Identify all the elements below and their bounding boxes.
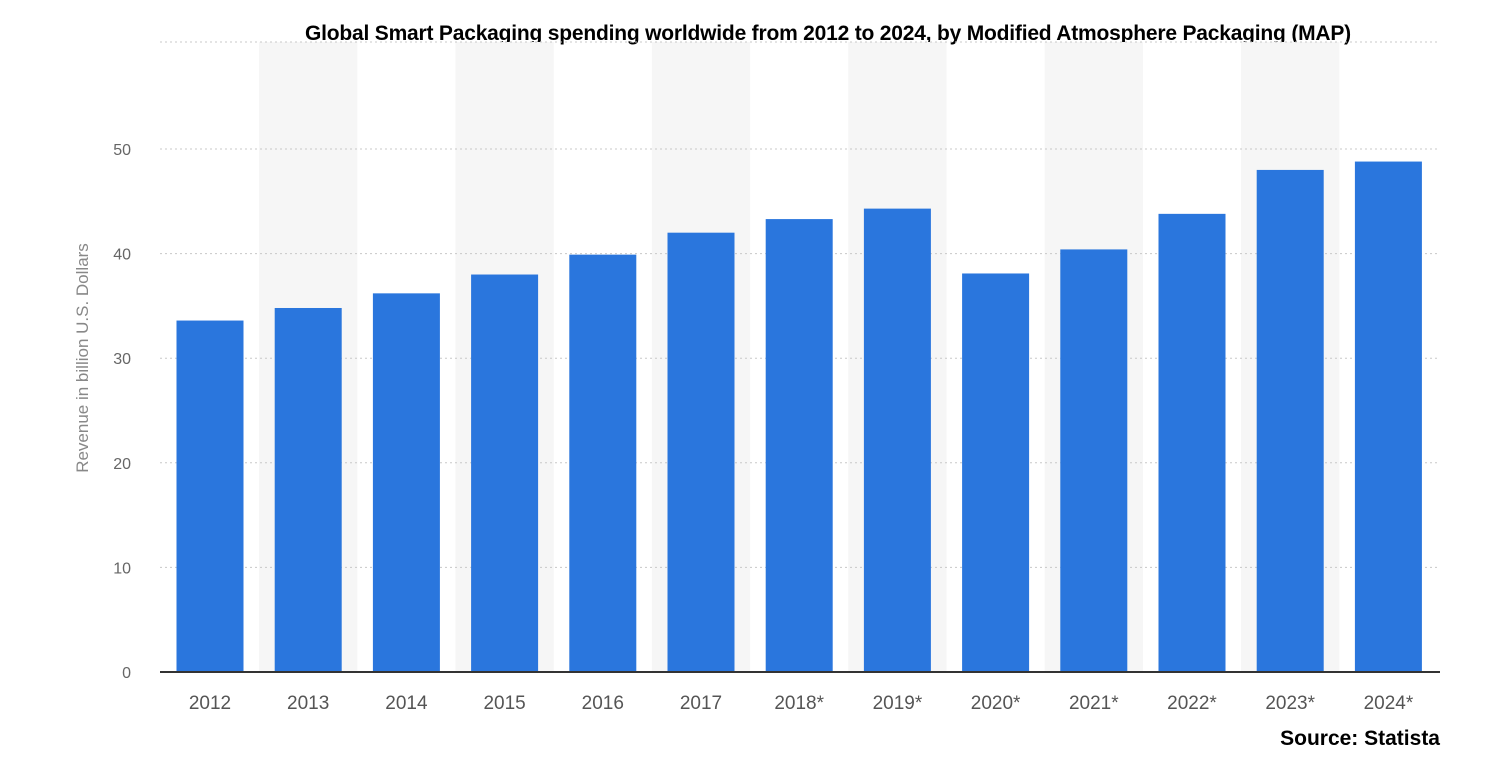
bar (569, 254, 637, 672)
x-tick-label: 2014 (385, 693, 428, 714)
y-axis-ticks: 0 10 20 30 40 50 (113, 142, 131, 682)
x-axis-ticks: 2012 2013 2014 2015 2016 2017 2018* 2019* 2020* 2… (189, 693, 1414, 714)
y-tick-label: 40 (113, 247, 131, 264)
x-tick-label: 2022* (1167, 693, 1217, 714)
y-tick-label: 10 (113, 560, 131, 577)
bar (1060, 249, 1128, 672)
x-tick-label: 2017 (680, 693, 722, 714)
x-tick-label: 2018* (774, 693, 824, 714)
bar (863, 208, 931, 672)
bar (962, 273, 1030, 672)
bar (765, 219, 833, 672)
y-tick-label: 0 (122, 665, 131, 682)
x-tick-label: 2013 (287, 693, 329, 714)
x-tick-label: 2012 (189, 693, 231, 714)
x-tick-label: 2020* (971, 693, 1021, 714)
x-tick-label: 2019* (873, 693, 923, 714)
bar (176, 320, 244, 672)
x-tick-label: 2023* (1265, 693, 1315, 714)
x-tick-label: 2021* (1069, 693, 1119, 714)
y-axis-label: Revenue in billion U.S. Dollars (73, 243, 92, 473)
chart-title: Global Smart Packaging spending worldwid… (305, 22, 1351, 45)
x-tick-label: 2016 (582, 693, 624, 714)
bar (274, 307, 342, 672)
bar (1158, 213, 1226, 673)
y-tick-label: 30 (113, 351, 131, 368)
bar (1354, 161, 1422, 672)
x-tick-label: 2015 (483, 693, 525, 714)
bar (667, 232, 735, 672)
x-tick-label: 2024* (1364, 693, 1414, 714)
bar (1256, 169, 1324, 673)
y-tick-label: 20 (113, 456, 131, 473)
bar (372, 293, 440, 672)
y-tick-label: 50 (113, 142, 131, 159)
bar (471, 274, 539, 672)
source-label: Source: Statista (1280, 727, 1440, 750)
bars (176, 161, 1422, 673)
